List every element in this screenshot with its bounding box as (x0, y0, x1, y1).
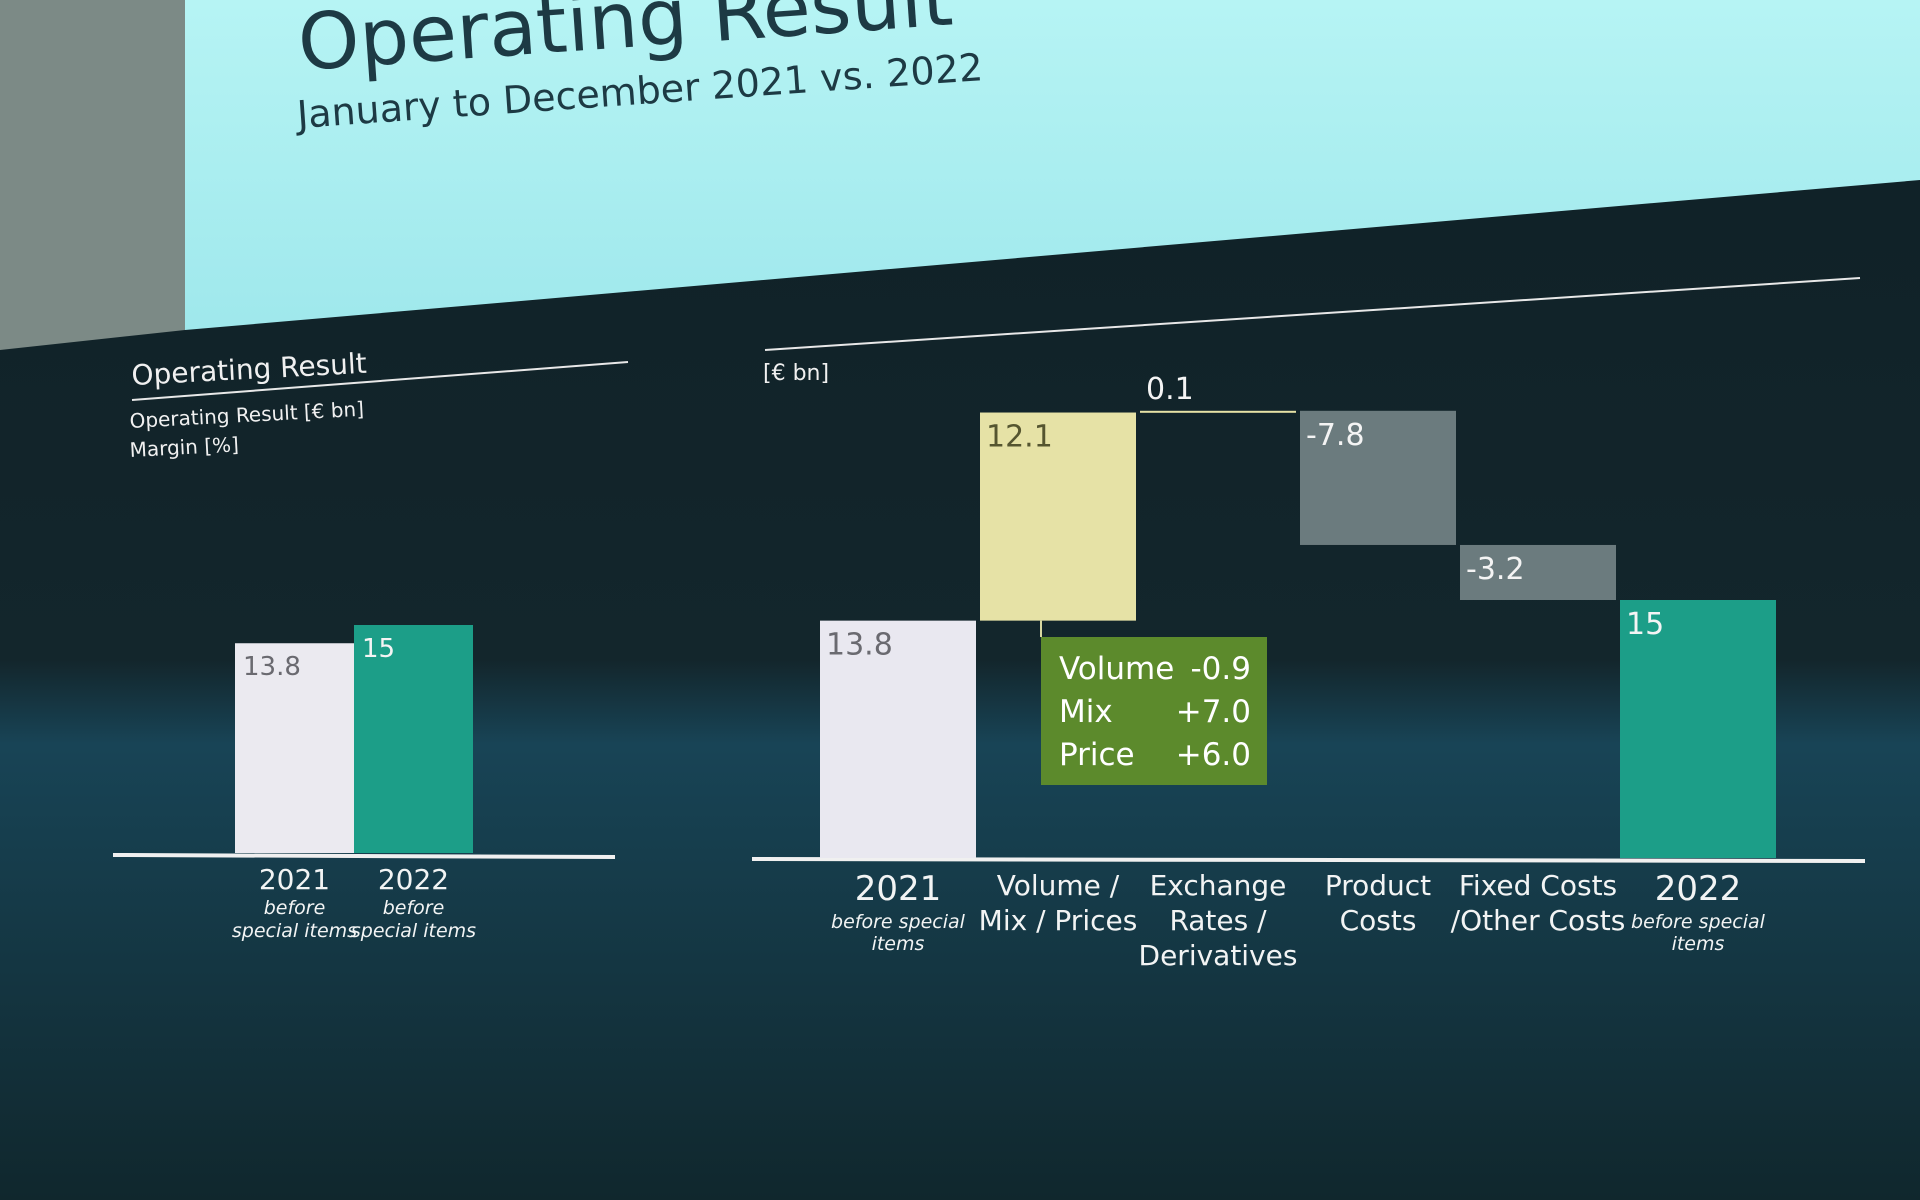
annotation-value: -0.9 (1191, 651, 1252, 687)
chart-subtitle: Margin [%] (129, 432, 239, 462)
x-tick-label: 2021 (258, 863, 331, 896)
bar (1140, 410, 1296, 413)
baseline (112, 853, 616, 859)
x-tick-label: 2022 (1654, 869, 1742, 909)
annotation-value: +7.0 (1176, 694, 1251, 730)
x-tick-note: before special items (1631, 910, 1765, 956)
value-label: 13.8 (826, 628, 893, 663)
value-label: 15 (362, 634, 395, 664)
bar (980, 412, 1136, 621)
baseline (751, 857, 1866, 863)
bar (1300, 410, 1456, 545)
x-tick-note: before special items (350, 897, 477, 942)
bar (820, 620, 976, 858)
x-tick-label-group: 2021 before special items (811, 868, 986, 956)
annotation-name: Volume (1059, 651, 1174, 687)
projection-screen (185, 0, 1920, 330)
wall (0, 0, 185, 350)
value-label: 13.8 (243, 652, 301, 682)
x-tick-label: Exchange Rates / Derivatives (1138, 869, 1298, 972)
x-tick-label-group: Volume / Mix / Prices (971, 868, 1146, 938)
x-tick-note: before special items (231, 897, 358, 942)
bar (235, 643, 354, 853)
rule (764, 277, 1861, 351)
x-tick-label: 2022 (377, 863, 450, 896)
x-tick-label-group: Exchange Rates / Derivatives (1131, 868, 1306, 973)
unit-label: [€ bn] (763, 361, 829, 386)
annotation-name: Price (1059, 737, 1135, 773)
value-label: 12.1 (986, 420, 1053, 455)
x-tick-label-group: 2022 before special items (349, 862, 479, 943)
x-tick-label-group: 2021 before special items (230, 862, 360, 943)
x-tick-label-group: Fixed Costs /Other Costs (1451, 868, 1626, 938)
x-tick-label: Fixed Costs /Other Costs (1450, 869, 1626, 937)
annotation-box (1041, 637, 1267, 785)
annotation-value: +6.0 (1176, 737, 1251, 773)
x-tick-label: Product Costs (1324, 869, 1432, 937)
x-tick-label-group: 2022 before special items (1611, 868, 1786, 956)
x-tick-label: Volume / Mix / Prices (978, 869, 1138, 937)
rule (131, 361, 629, 401)
x-tick-label-group: Product Costs (1291, 868, 1466, 938)
value-label: 0.1 (1146, 372, 1194, 407)
bar (1460, 544, 1616, 600)
value-label: 15 (1626, 607, 1664, 642)
bar (354, 625, 473, 853)
value-label: -7.8 (1306, 418, 1365, 453)
x-tick-label: 2021 (854, 869, 942, 909)
x-tick-note: before special items (831, 910, 965, 956)
bar (1620, 600, 1776, 858)
annotation-name: Mix (1059, 694, 1113, 730)
value-label: -3.2 (1466, 552, 1525, 587)
